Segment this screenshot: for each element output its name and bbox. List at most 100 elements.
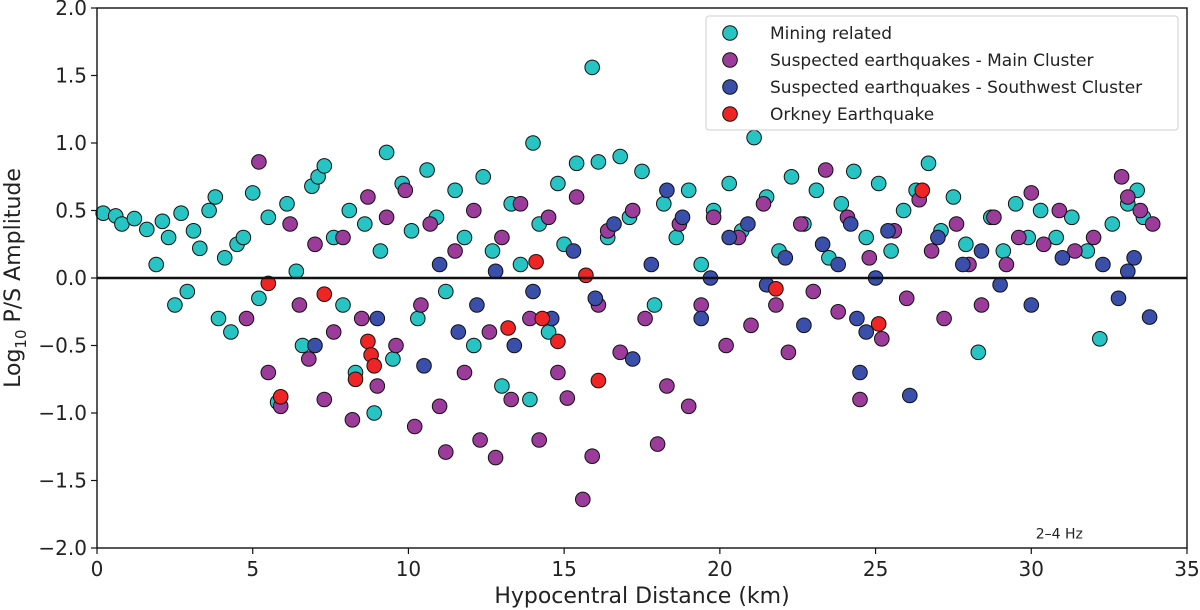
data-point <box>550 364 566 381</box>
data-point <box>344 412 361 428</box>
data-point <box>291 297 308 313</box>
data-point <box>1110 290 1127 307</box>
x-tick-label: 15 <box>551 557 576 581</box>
y-tick-label: 1.0 <box>55 131 87 155</box>
data-point <box>998 256 1015 273</box>
data-point <box>260 275 277 292</box>
data-point <box>914 182 931 199</box>
data-point <box>590 372 607 389</box>
data-point <box>584 448 601 465</box>
data-point <box>316 158 333 174</box>
data-point <box>858 229 875 246</box>
data-point <box>587 290 604 307</box>
data-point <box>378 209 395 226</box>
series-1 <box>238 154 1161 508</box>
data-point <box>955 256 971 273</box>
data-point <box>272 389 289 405</box>
data-point <box>1007 196 1024 212</box>
data-point <box>870 316 887 332</box>
data-point <box>347 371 364 388</box>
data-point <box>883 243 899 259</box>
data-point <box>612 148 629 165</box>
data-point <box>746 129 762 146</box>
data-point <box>466 337 482 354</box>
x-tick-label: 30 <box>1019 557 1044 581</box>
data-point <box>842 216 859 232</box>
data-point <box>397 182 414 199</box>
data-point <box>768 297 784 313</box>
data-point <box>817 162 834 178</box>
data-point <box>986 209 1002 226</box>
data-point <box>852 391 868 408</box>
legend-label: Suspected earthquakes - Main Cluster <box>770 51 1093 71</box>
data-point <box>366 358 383 374</box>
data-point <box>494 229 510 246</box>
data-point <box>185 223 202 239</box>
y-axis-title-suffix: P/S Amplitude <box>1 168 26 329</box>
data-point <box>341 202 358 219</box>
data-point <box>1023 185 1040 201</box>
data-point <box>279 196 295 212</box>
data-point <box>948 216 965 232</box>
data-point <box>260 364 277 381</box>
data-point <box>484 243 501 259</box>
data-point <box>223 324 239 340</box>
data-point <box>522 391 538 408</box>
data-point <box>540 209 557 226</box>
y-tick-label: −2.0 <box>38 536 87 560</box>
data-point <box>992 277 1008 293</box>
data-point <box>179 283 196 300</box>
data-point <box>456 229 473 246</box>
data-point <box>410 310 426 327</box>
data-point <box>307 236 323 253</box>
data-point <box>970 344 987 361</box>
data-point <box>1064 209 1080 226</box>
data-point <box>154 213 171 230</box>
data-point <box>369 310 386 327</box>
x-axis-title: Hypocentral Distance (km) <box>494 584 789 609</box>
data-point <box>777 249 794 266</box>
legend-box <box>705 15 1179 131</box>
data-point <box>316 286 333 303</box>
data-point <box>668 229 685 246</box>
data-point <box>973 243 990 259</box>
data-point <box>568 189 585 205</box>
data-point <box>1132 202 1149 219</box>
data-point <box>512 196 529 212</box>
data-point <box>646 297 663 313</box>
data-point <box>431 398 448 415</box>
data-point <box>575 491 591 508</box>
data-point <box>431 256 448 273</box>
data-point <box>1144 216 1161 232</box>
data-point <box>852 364 868 381</box>
data-point <box>481 324 498 340</box>
data-point <box>849 310 865 327</box>
data-point <box>388 337 404 354</box>
data-point <box>210 310 227 327</box>
data-point <box>674 209 691 226</box>
x-tick-label: 25 <box>863 557 888 581</box>
data-point <box>780 344 797 361</box>
data-point <box>403 223 420 239</box>
y-axis-title-prefix: Log <box>1 349 26 388</box>
y-tick-label: −1.5 <box>38 469 87 493</box>
data-point <box>693 297 710 313</box>
legend-marker <box>722 106 738 122</box>
data-point <box>385 351 401 367</box>
data-point <box>643 256 660 273</box>
series-2 <box>307 182 1158 404</box>
legend-marker <box>722 52 738 68</box>
data-point <box>1032 202 1049 219</box>
data-point <box>1054 249 1071 266</box>
legend-label: Suspected earthquakes - Southwest Cluste… <box>770 78 1142 98</box>
data-point <box>870 175 887 192</box>
data-point <box>958 236 974 253</box>
x-tick-label: 10 <box>396 557 421 581</box>
data-point <box>721 229 738 246</box>
data-point <box>307 337 323 354</box>
data-point <box>559 390 576 406</box>
data-point <box>494 378 510 394</box>
data-point <box>923 243 940 259</box>
y-tick-label: 1.5 <box>55 64 87 88</box>
data-point <box>1023 297 1040 313</box>
